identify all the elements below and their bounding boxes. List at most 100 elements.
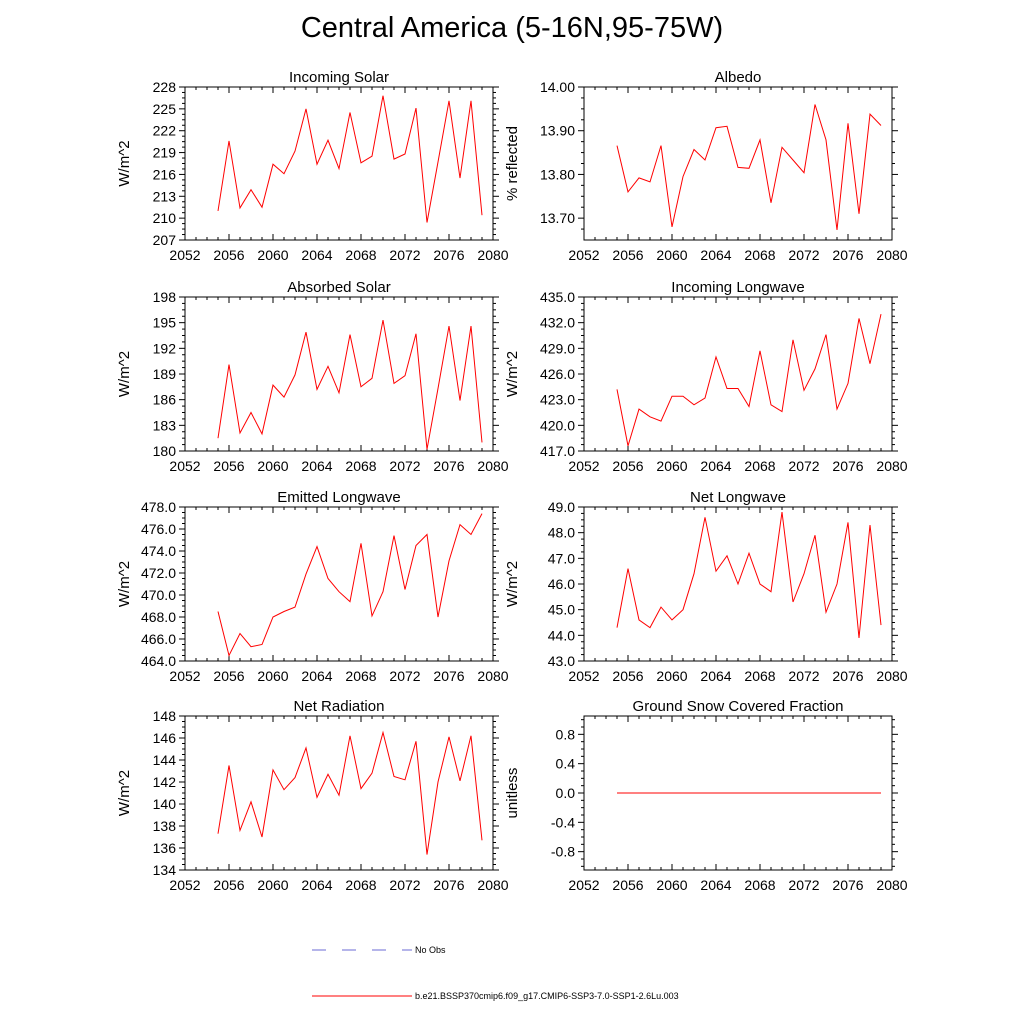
x-tick-label: 2072 bbox=[788, 247, 819, 263]
x-tick-label: 2076 bbox=[832, 668, 863, 684]
x-tick-label: 2056 bbox=[213, 458, 244, 474]
y-tick-label: 48.0 bbox=[548, 525, 575, 541]
x-tick-label: 2064 bbox=[301, 247, 332, 263]
y-tick-label: 468.0 bbox=[141, 609, 176, 625]
x-tick-label: 2080 bbox=[477, 458, 508, 474]
x-tick-label: 2080 bbox=[477, 668, 508, 684]
x-tick-label: 2064 bbox=[301, 668, 332, 684]
y-tick-label: 432.0 bbox=[540, 315, 575, 331]
plot-frame bbox=[583, 296, 893, 452]
page-title: Central America (5-16N,95-75W) bbox=[300, 12, 724, 44]
y-tick-label: 142 bbox=[153, 774, 177, 790]
x-tick-label: 2072 bbox=[788, 668, 819, 684]
y-tick-label: 198 bbox=[153, 289, 177, 305]
x-tick-label: 2076 bbox=[832, 458, 863, 474]
y-tick-label: 426.0 bbox=[540, 366, 575, 382]
y-tick-label: 466.0 bbox=[141, 631, 176, 647]
x-tick-label: 2056 bbox=[213, 668, 244, 684]
y-tick-label: 47.0 bbox=[548, 550, 575, 566]
y-axis-label: W/m^2 bbox=[504, 351, 521, 397]
x-tick-label: 2080 bbox=[477, 877, 508, 893]
x-tick-label: 2056 bbox=[612, 877, 643, 893]
y-tick-label: 464.0 bbox=[141, 653, 176, 669]
x-tick-label: 2068 bbox=[744, 247, 775, 263]
x-tick-label: 2080 bbox=[876, 458, 907, 474]
y-tick-label: 192 bbox=[153, 340, 177, 356]
panel-6: Net Longwave 2052 2056 2060 2064 2068 2072 2076… bbox=[504, 489, 908, 684]
y-tick-label: 429.0 bbox=[540, 340, 575, 356]
y-tick-label: 140 bbox=[153, 796, 177, 812]
x-tick-label: 2060 bbox=[257, 877, 288, 893]
y-tick-label: 13.90 bbox=[540, 123, 575, 139]
x-tick-label: 2056 bbox=[612, 458, 643, 474]
y-tick-label: 46.0 bbox=[548, 576, 575, 592]
x-tick-label: 2068 bbox=[345, 668, 376, 684]
x-tick-label: 2052 bbox=[568, 877, 599, 893]
y-tick-label: 222 bbox=[153, 123, 177, 139]
x-tick-label: 2072 bbox=[389, 877, 420, 893]
x-tick-label: 2052 bbox=[568, 668, 599, 684]
x-tick-label: 2060 bbox=[257, 458, 288, 474]
x-tick-label: 2052 bbox=[169, 247, 200, 263]
x-tick-label: 2052 bbox=[568, 247, 599, 263]
y-tick-label: 435.0 bbox=[540, 289, 575, 305]
y-tick-label: 474.0 bbox=[141, 543, 176, 559]
y-tick-label: 470.0 bbox=[141, 587, 176, 603]
x-tick-label: 2064 bbox=[700, 458, 731, 474]
x-tick-label: 2052 bbox=[169, 458, 200, 474]
y-tick-label: 189 bbox=[153, 366, 177, 382]
x-tick-label: 2068 bbox=[744, 458, 775, 474]
panel-title: Net Radiation bbox=[294, 698, 385, 715]
y-tick-label: 219 bbox=[153, 145, 177, 161]
panel-3: Absorbed Solar 2052 2056 2060 2064 2068 2072 20… bbox=[116, 279, 509, 474]
legend: No Obs b.e21.BSSP370cmip6.f09_g17.CMIP6-S… bbox=[312, 945, 679, 1001]
y-tick-label: 225 bbox=[153, 101, 177, 117]
plot-frame bbox=[184, 296, 494, 452]
x-tick-label: 2056 bbox=[213, 247, 244, 263]
panel-title: Emitted Longwave bbox=[277, 489, 400, 506]
y-tick-label: 45.0 bbox=[548, 602, 575, 618]
y-tick-label: 210 bbox=[153, 210, 177, 226]
y-tick-label: -0.4 bbox=[551, 814, 575, 830]
y-tick-label: 13.70 bbox=[540, 210, 575, 226]
x-tick-label: 2072 bbox=[788, 877, 819, 893]
y-axis-label: unitless bbox=[504, 768, 521, 819]
x-tick-label: 2060 bbox=[656, 247, 687, 263]
panel-title: Incoming Solar bbox=[289, 69, 389, 86]
y-tick-label: 186 bbox=[153, 392, 177, 408]
panel-title: Net Longwave bbox=[690, 489, 786, 506]
x-tick-label: 2068 bbox=[345, 877, 376, 893]
x-tick-label: 2056 bbox=[612, 668, 643, 684]
plot-frame bbox=[583, 86, 893, 241]
panel-2: Albedo 2052 2056 2060 2064 2068 2072 2076 2080 13… bbox=[504, 69, 908, 263]
y-tick-label: 144 bbox=[153, 752, 177, 768]
y-tick-label: 417.0 bbox=[540, 443, 575, 459]
y-tick-label: 183 bbox=[153, 417, 177, 433]
y-axis-label: W/m^2 bbox=[116, 140, 133, 186]
y-tick-label: 195 bbox=[153, 315, 177, 331]
x-tick-label: 2064 bbox=[700, 247, 731, 263]
y-tick-label: 148 bbox=[153, 708, 177, 724]
x-tick-label: 2080 bbox=[876, 668, 907, 684]
y-tick-label: -0.8 bbox=[551, 844, 575, 860]
x-tick-label: 2072 bbox=[389, 668, 420, 684]
x-tick-label: 2072 bbox=[389, 458, 420, 474]
x-tick-label: 2068 bbox=[744, 668, 775, 684]
x-tick-label: 2064 bbox=[301, 458, 332, 474]
x-tick-label: 2080 bbox=[876, 877, 907, 893]
y-tick-label: 136 bbox=[153, 840, 177, 856]
x-tick-label: 2052 bbox=[568, 458, 599, 474]
panel-title: Absorbed Solar bbox=[287, 279, 390, 296]
x-tick-label: 2080 bbox=[477, 247, 508, 263]
y-axis-label: W/m^2 bbox=[116, 561, 133, 607]
y-axis-label: W/m^2 bbox=[504, 561, 521, 607]
panel-1: Incoming Solar 2052 2056 2060 2064 2068 2072 20… bbox=[116, 69, 509, 263]
legend-label-model: b.e21.BSSP370cmip6.f09_g17.CMIP6-SSP3-7.… bbox=[415, 991, 679, 1001]
panel-4: Incoming Longwave 2052 2056 2060 2064 2068 207… bbox=[504, 279, 908, 474]
y-tick-label: 146 bbox=[153, 730, 177, 746]
panel-title: Incoming Longwave bbox=[671, 279, 804, 296]
x-tick-label: 2076 bbox=[832, 877, 863, 893]
x-tick-label: 2060 bbox=[257, 247, 288, 263]
series-line bbox=[616, 313, 882, 447]
